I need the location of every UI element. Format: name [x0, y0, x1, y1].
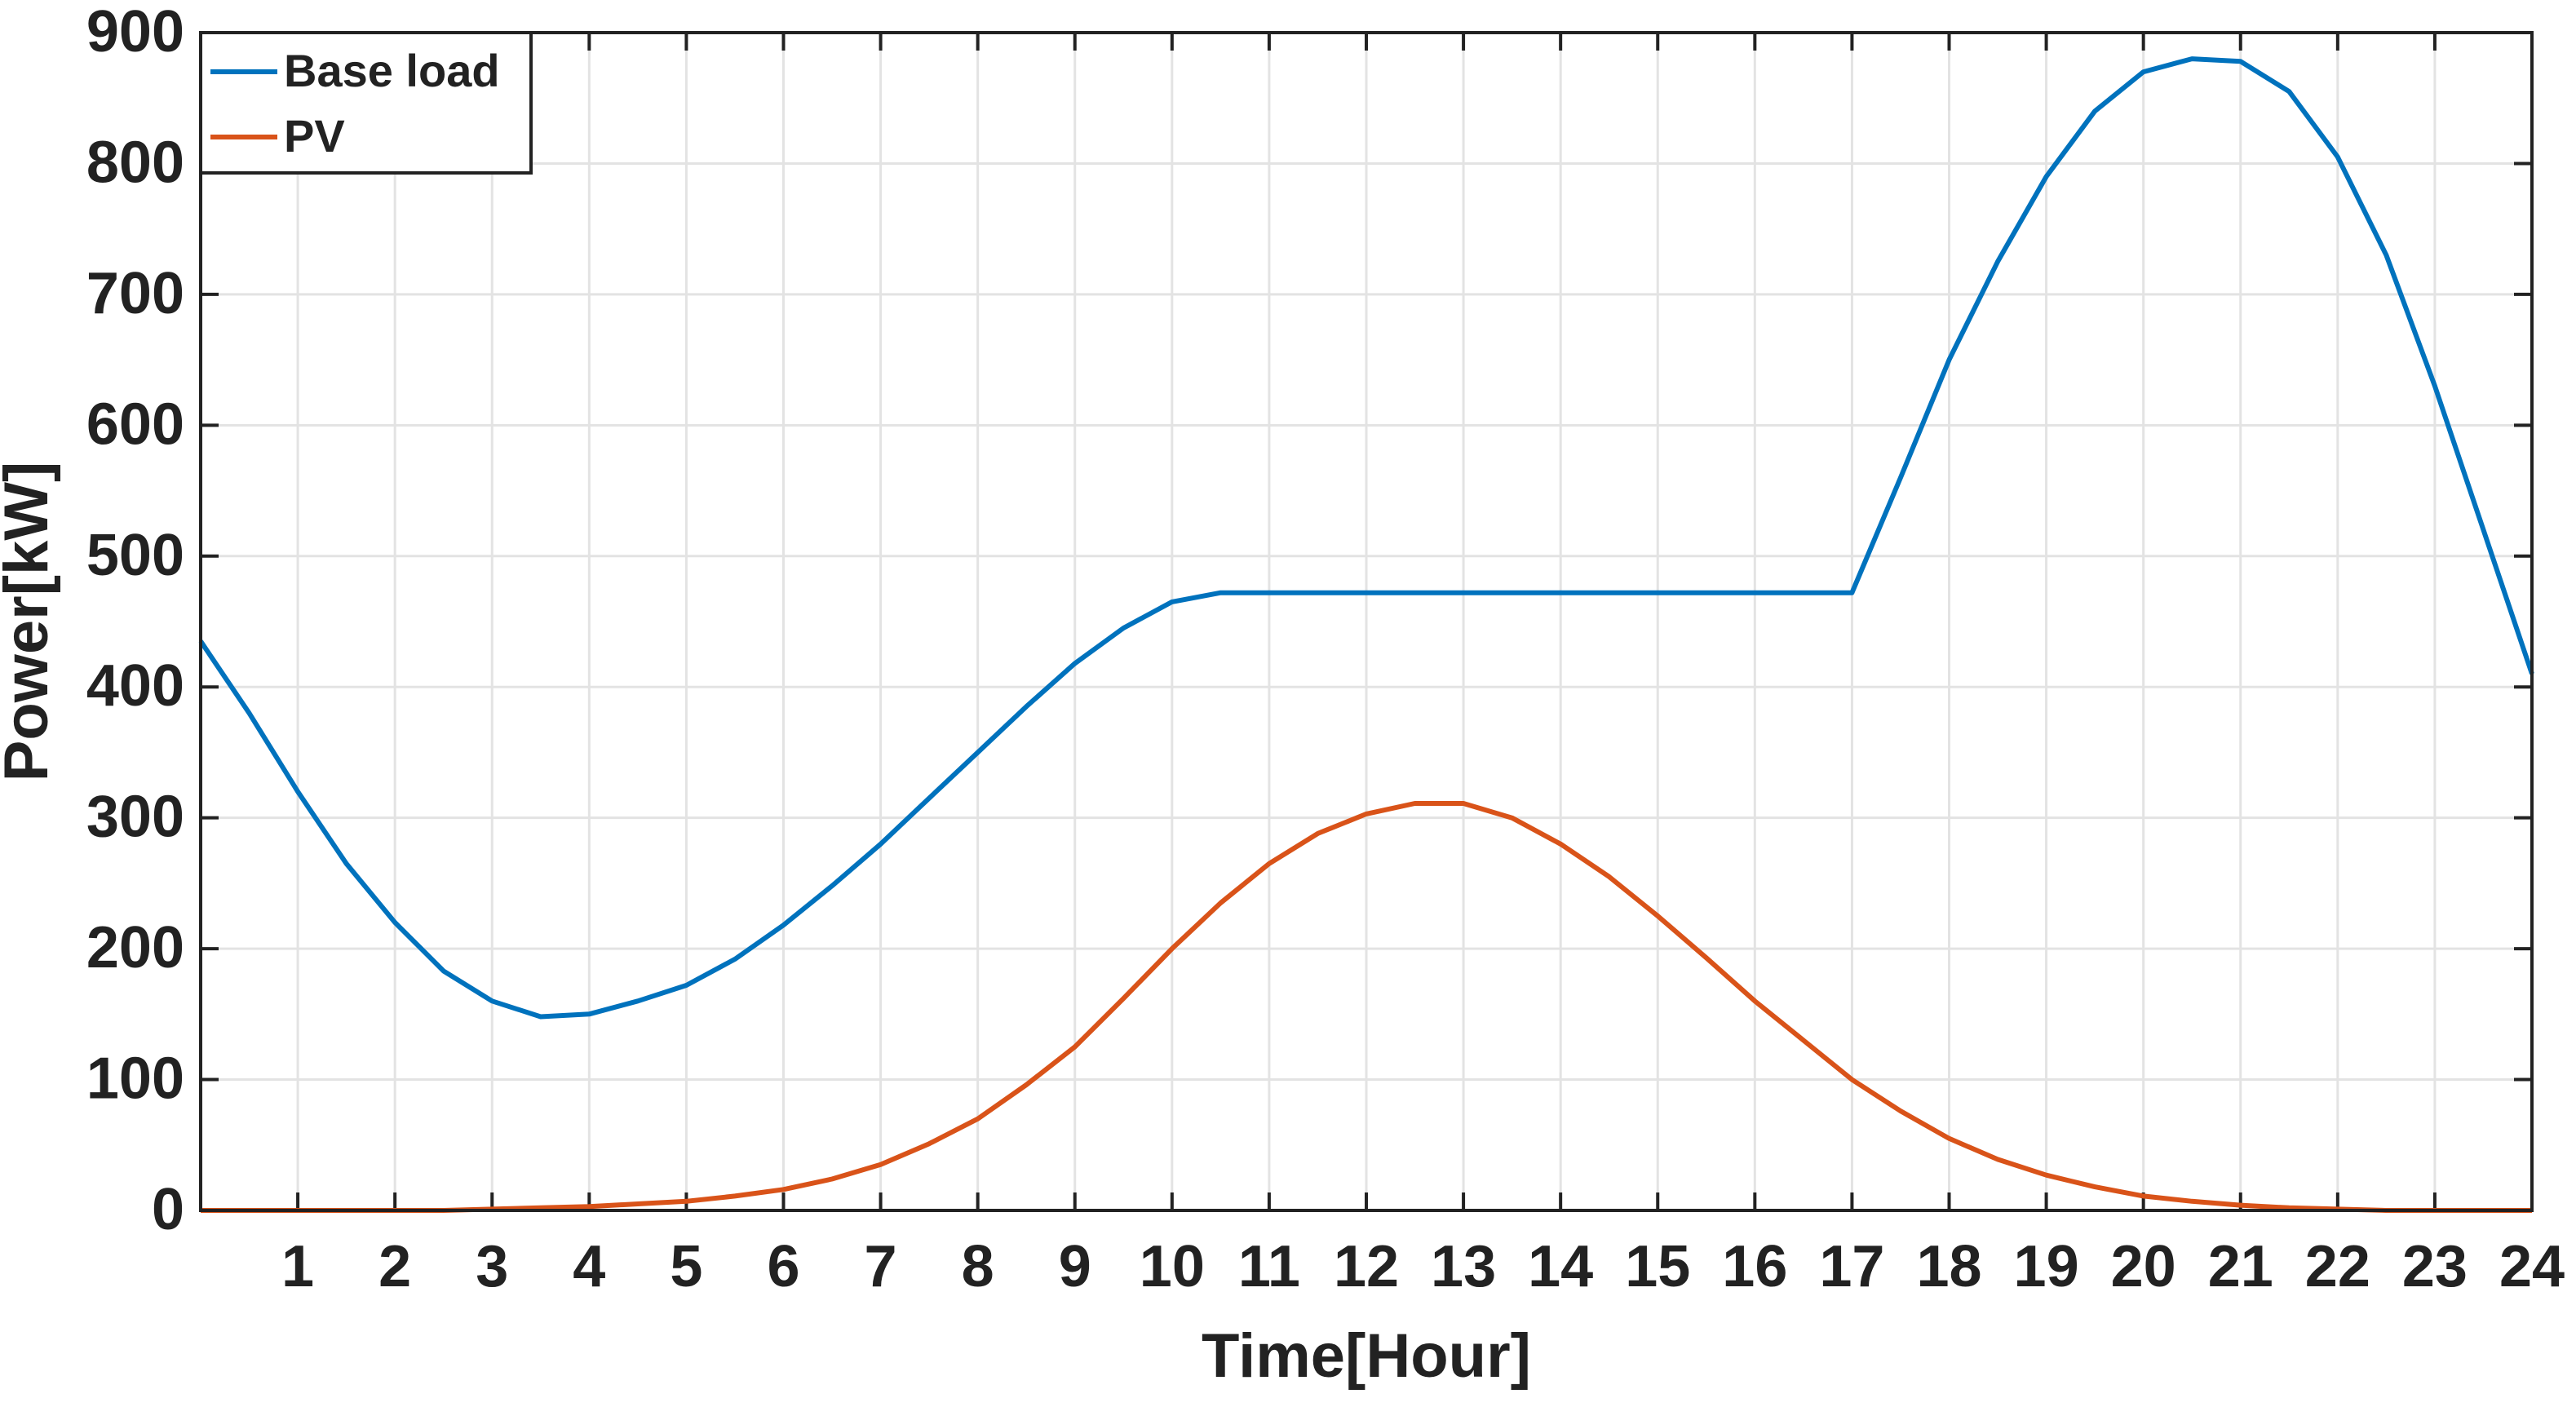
x-tick-label: 1	[281, 1234, 314, 1299]
y-tick-label: 800	[86, 130, 184, 195]
y-tick-label: 700	[86, 261, 184, 326]
y-tick-label: 900	[86, 0, 184, 64]
legend-label: PV	[284, 110, 345, 161]
y-axis-label: Power[kW]	[0, 462, 61, 782]
x-tick-label: 14	[1528, 1234, 1593, 1299]
x-tick-label: 3	[476, 1234, 508, 1299]
x-tick-label: 23	[2402, 1234, 2468, 1299]
x-tick-label: 8	[962, 1234, 994, 1299]
x-tick-label: 17	[1819, 1234, 1884, 1299]
plot-frame	[199, 31, 2534, 1212]
x-tick-label: 19	[2014, 1234, 2079, 1299]
y-tick-label: 100	[86, 1046, 184, 1112]
x-tick-label: 2	[378, 1234, 411, 1299]
x-tick-label: 12	[1334, 1234, 1399, 1299]
x-tick-label: 13	[1431, 1234, 1496, 1299]
x-tick-label: 16	[1722, 1234, 1787, 1299]
x-tick-label: 6	[767, 1234, 799, 1299]
y-tick-label: 0	[152, 1177, 184, 1242]
x-tick-label: 22	[2305, 1234, 2370, 1299]
x-tick-label: 24	[2499, 1234, 2565, 1299]
x-tick-label: 9	[1059, 1234, 1091, 1299]
y-tick-label: 500	[86, 523, 184, 588]
y-tick-label: 200	[86, 915, 184, 980]
x-tick-label: 21	[2208, 1234, 2273, 1299]
x-tick-label: 4	[573, 1234, 605, 1299]
x-tick-label: 10	[1140, 1234, 1205, 1299]
legend: Base load PV	[199, 31, 533, 175]
x-tick-label: 20	[2111, 1234, 2176, 1299]
x-tick-label: 11	[1238, 1234, 1300, 1299]
legend-box	[199, 31, 533, 175]
legend-label: Base load	[284, 45, 500, 96]
series-line	[198, 56, 2534, 1020]
y-tick-label: 300	[86, 785, 184, 850]
y-tick-label: 400	[86, 653, 184, 719]
x-tick-label: 7	[865, 1234, 897, 1299]
series-line	[201, 801, 2532, 1213]
x-tick-label: 18	[1916, 1234, 1981, 1299]
y-tick-label: 600	[86, 392, 184, 457]
x-axis-label: Time[Hour]	[1202, 1321, 1531, 1391]
x-tick-label: 15	[1625, 1234, 1690, 1299]
x-tick-label: 5	[670, 1234, 702, 1299]
